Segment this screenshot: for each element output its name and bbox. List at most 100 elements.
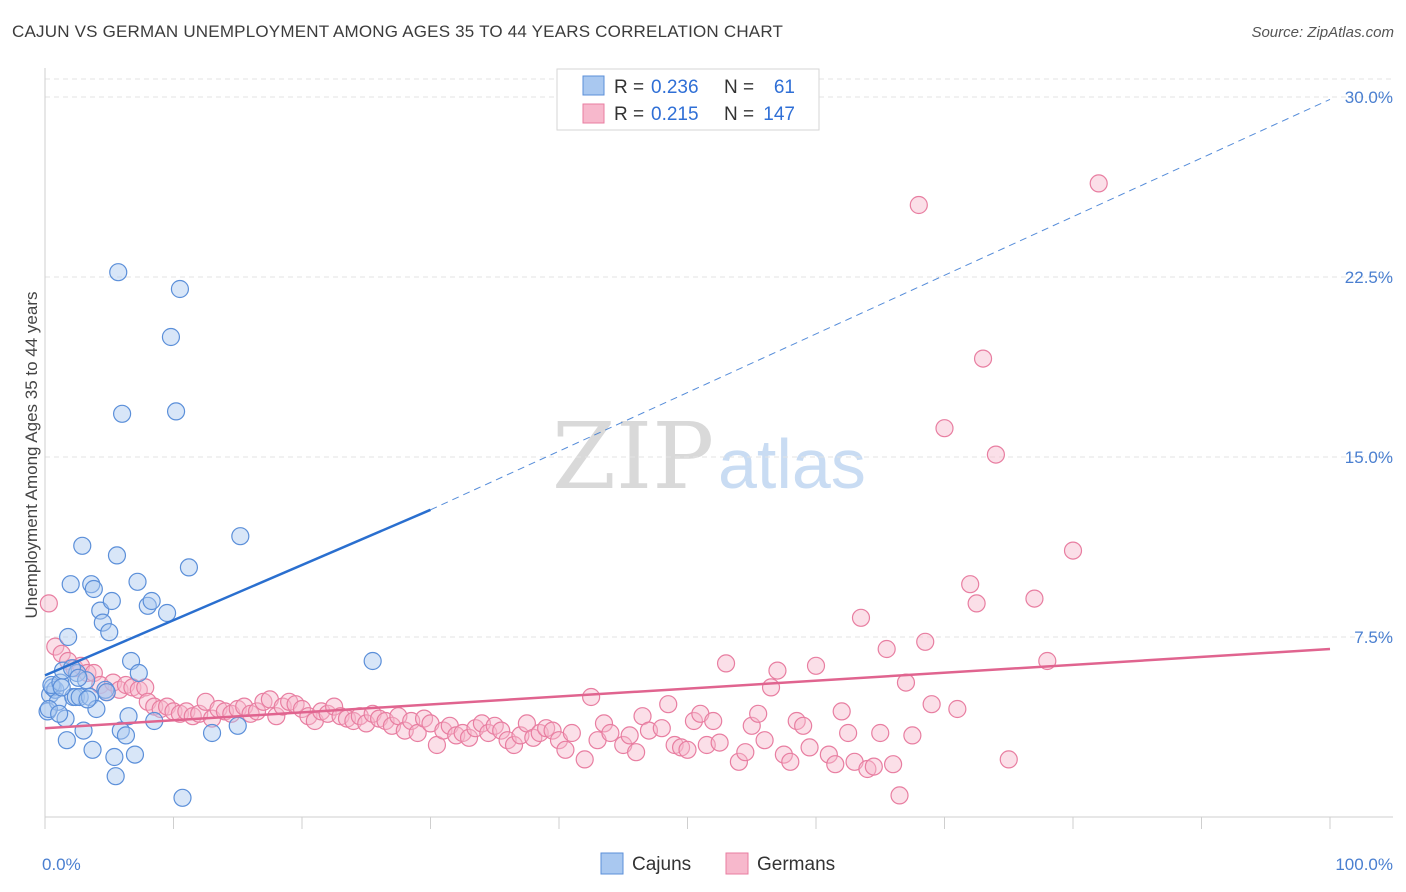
german-point-1: [46, 637, 65, 656]
german-point-90: [626, 743, 646, 762]
cajun-point-32: [109, 263, 128, 282]
cajun-points: [38, 263, 382, 807]
german-point-124: [864, 757, 883, 776]
german-point-120: [839, 723, 858, 743]
cajun-point-45: [166, 402, 186, 421]
german-point-130: [903, 726, 922, 745]
cajun-point-30: [106, 767, 125, 786]
x-tick-label-1: 100.0%: [1335, 855, 1393, 874]
legend-box: R = 0.236 N = 61 R = 0.215 N = 147: [556, 68, 820, 131]
german-point-94: [659, 695, 678, 714]
german-point-84: [582, 687, 601, 707]
cajun-point-53: [39, 699, 58, 719]
cajun-point-56: [78, 690, 97, 709]
cajun-point-58: [119, 707, 138, 726]
german-point-133: [922, 695, 941, 714]
cajun-point-10: [59, 627, 78, 647]
legend-n-value-1: 61: [774, 77, 795, 98]
bottom-legend-label-cajuns: Cajuns: [632, 854, 691, 875]
german-point-66: [459, 728, 479, 747]
legend-swatch-cajuns: [582, 75, 605, 96]
german-point-104: [729, 752, 749, 771]
german-point-115: [800, 738, 819, 757]
german-point-138: [973, 349, 993, 368]
german-point-119: [832, 702, 851, 721]
german-trend-line: [44, 647, 1331, 730]
chart-title: CAJUN VS GERMAN UNEMPLOYMENT AMONG AGES …: [12, 22, 784, 41]
legend-n-label-2: N =: [724, 104, 754, 125]
german-point-0: [39, 594, 58, 613]
cajun-point-51: [231, 527, 250, 546]
german-point-102: [710, 733, 729, 752]
cajun-point-21: [83, 740, 102, 759]
cajun-point-43: [157, 603, 177, 623]
cajun-point-9: [57, 731, 76, 750]
german-point-132: [916, 632, 935, 651]
german-point-108: [755, 731, 774, 750]
german-point-82: [562, 723, 581, 743]
cajun-point-37: [125, 745, 145, 764]
cajun-point-48: [179, 558, 199, 577]
german-point-86: [594, 714, 614, 733]
german-point-107: [749, 704, 768, 723]
cajun-point-20: [82, 575, 101, 594]
cajun-point-47: [173, 788, 192, 807]
cajun-trend-line: [44, 508, 431, 677]
german-point-117: [819, 745, 838, 764]
german-point-101: [704, 711, 723, 731]
legend-r-label-1: R =: [614, 77, 644, 98]
cajun-point-13: [66, 687, 85, 707]
cajun-point-54: [52, 678, 71, 697]
german-point-73: [504, 735, 524, 755]
legend-r-value-1: 0.236: [651, 77, 699, 98]
cajun-point-60: [50, 704, 69, 723]
german-point-89: [620, 726, 639, 745]
german-point-36: [267, 707, 286, 726]
trend-lines: [44, 98, 1331, 730]
german-point-122: [851, 608, 871, 627]
german-point-93: [652, 719, 671, 738]
y-tick-label-1: 15.0%: [1345, 448, 1393, 467]
german-point-127: [883, 755, 903, 774]
cajun-point-11: [61, 575, 80, 594]
cajun-point-25: [93, 613, 112, 632]
source-label: Source: ZipAtlas.com: [1251, 24, 1394, 41]
cajun-point-35: [116, 726, 136, 745]
bottom-legend-swatch-cajuns: [600, 852, 624, 875]
german-point-144: [1089, 174, 1108, 193]
cajun-point-22: [84, 579, 103, 599]
cajun-point-49: [202, 723, 222, 743]
y-tick-label-3: 30.0%: [1345, 88, 1393, 107]
german-point-135: [948, 699, 967, 719]
german-point-139: [986, 445, 1006, 464]
german-point-143: [1063, 541, 1083, 560]
german-point-111: [774, 745, 793, 764]
german-point-79: [543, 721, 562, 740]
german-point-103: [716, 654, 736, 673]
y-tick-labels: 7.5% 15.0% 22.5% 30.0%: [1345, 88, 1393, 647]
german-point-128: [890, 786, 909, 805]
german-point-140: [999, 750, 1018, 769]
german-point-134: [935, 419, 954, 438]
legend-r-value-2: 0.215: [651, 104, 699, 125]
watermark-atlas: atlas: [718, 425, 866, 503]
cajun-point-57: [97, 683, 116, 702]
german-point-114: [794, 716, 813, 735]
german-point-98: [684, 711, 704, 731]
legend-n-label-1: N =: [724, 77, 754, 98]
german-point-118: [826, 755, 845, 774]
cajun-point-31: [107, 546, 127, 565]
cajun-point-27: [100, 623, 119, 642]
legend-swatch-germans: [582, 103, 605, 124]
bottom-legend: Cajuns Germans: [600, 852, 835, 875]
german-point-125: [871, 723, 890, 743]
german-point-97: [678, 740, 697, 759]
german-point-105: [736, 743, 755, 762]
cajun-point-34: [112, 404, 132, 423]
legend-n-value-2: 147: [763, 104, 795, 125]
bottom-legend-swatch-germans: [725, 852, 749, 875]
gridlines: [45, 78, 1393, 638]
cajun-point-41: [142, 591, 161, 611]
german-point-137: [967, 594, 986, 613]
